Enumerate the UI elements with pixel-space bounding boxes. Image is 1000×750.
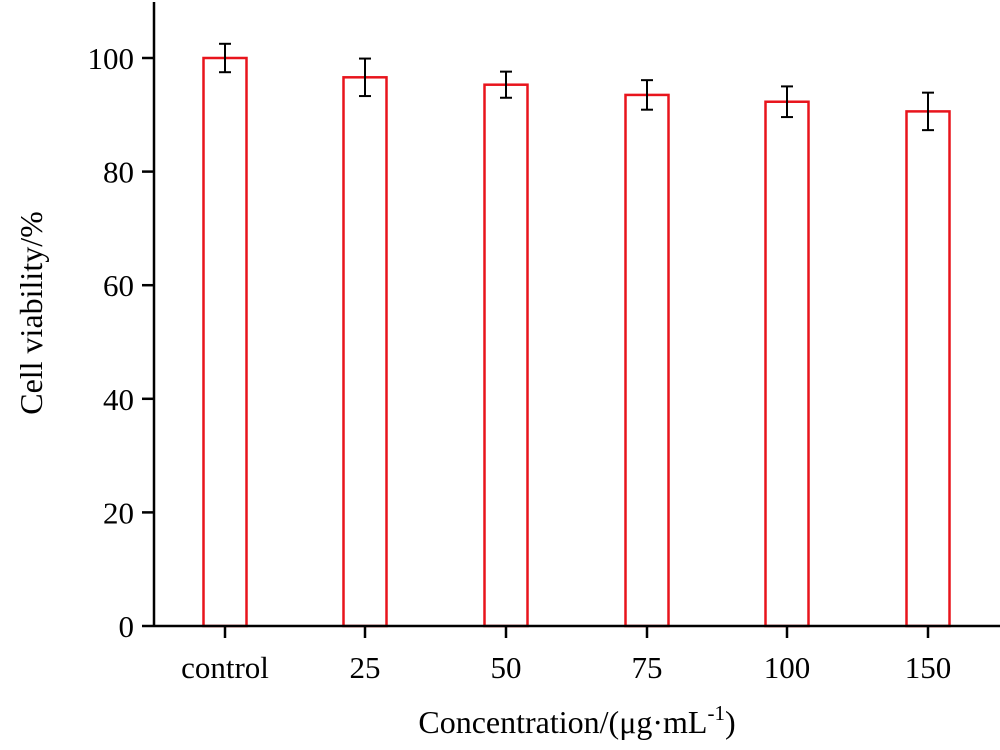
x-tick-label: 75 xyxy=(632,650,663,685)
x-tick-label: 25 xyxy=(350,650,381,685)
bar xyxy=(202,56,248,628)
bar xyxy=(342,76,388,628)
x-tick-label: 50 xyxy=(491,650,522,685)
y-tick-label: 0 xyxy=(119,609,135,644)
x-tick-label: control xyxy=(181,650,269,685)
y-tick-label: 100 xyxy=(88,41,135,76)
y-tick-label: 20 xyxy=(103,495,134,530)
bar xyxy=(624,93,670,628)
x-axis-title-suffix: ) xyxy=(725,704,736,740)
bar xyxy=(764,100,810,628)
y-tick-label: 80 xyxy=(103,155,134,190)
error-bars-layer xyxy=(219,42,934,132)
y-ticks: 0 20 40 60 80 100 xyxy=(88,41,154,644)
x-tick-label: 150 xyxy=(905,650,952,685)
x-ticks: control 25 50 75 100 150 xyxy=(181,626,951,685)
axes-layer xyxy=(152,2,1000,628)
x-axis-title-main: Concentration/(μg·mL xyxy=(418,704,707,740)
y-tick-label: 60 xyxy=(103,268,134,303)
bar xyxy=(483,83,529,628)
bars-layer xyxy=(202,56,951,628)
y-axis-title: Cell viability/% xyxy=(13,211,49,415)
x-axis-title: Concentration/(μg·mL-1) xyxy=(418,701,735,740)
x-axis-title-superscript: -1 xyxy=(707,701,725,725)
y-tick-label: 40 xyxy=(103,382,134,417)
bar xyxy=(905,110,951,628)
x-tick-label: 100 xyxy=(764,650,811,685)
